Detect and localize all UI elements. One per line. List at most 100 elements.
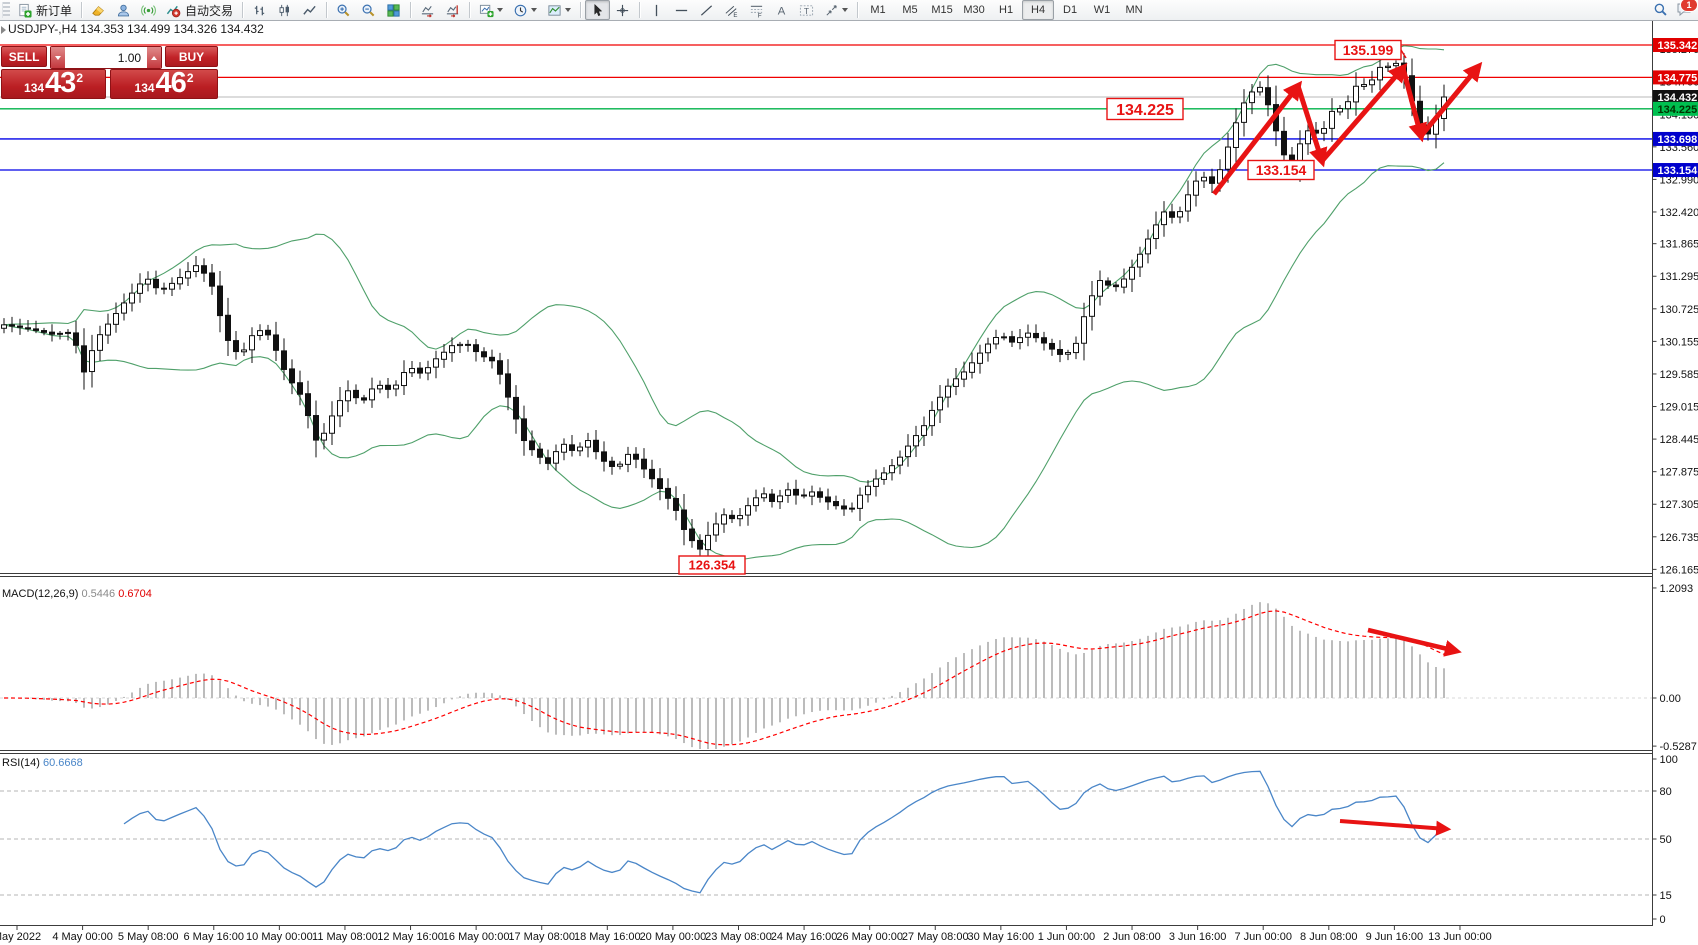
sell-button[interactable]: SELL	[1, 46, 48, 67]
autotrade-icon	[166, 3, 181, 18]
macd-label: MACD(12,26,9) 0.5446 0.6704	[2, 588, 152, 600]
svg-text:24 May 16:00: 24 May 16:00	[771, 931, 838, 943]
dropdown-caret-icon[interactable]	[565, 8, 572, 12]
svg-text:15: 15	[1660, 890, 1672, 902]
volume-input[interactable]	[65, 47, 148, 68]
zoom-in-icon	[336, 3, 351, 18]
svg-text:10 May 00:00: 10 May 00:00	[246, 931, 313, 943]
svg-text:5 May 08:00: 5 May 08:00	[118, 931, 179, 943]
buy-button[interactable]: BUY	[165, 46, 218, 67]
line-chart-button[interactable]	[297, 0, 322, 20]
svg-text:2 Jun 08:00: 2 Jun 08:00	[1103, 931, 1161, 943]
chat-icon[interactable]: 1	[1676, 0, 1698, 22]
svg-text:7 Jun 00:00: 7 Jun 00:00	[1234, 931, 1292, 943]
timeframe-m1-button[interactable]: M1	[870, 4, 886, 16]
svg-text:0: 0	[1660, 914, 1666, 926]
new-order-button-label: 新订单	[36, 3, 73, 18]
svg-text:12 May 16:00: 12 May 16:00	[377, 931, 444, 943]
indicators-button[interactable]	[474, 0, 508, 20]
cursor-button[interactable]	[585, 0, 611, 20]
auto-scroll-button[interactable]	[415, 0, 440, 20]
svg-text:26 May 00:00: 26 May 00:00	[836, 931, 903, 943]
sell-price-display[interactable]: 134 43 2	[1, 69, 107, 99]
price-axis[interactable]: 135.270134.700134.130133.560132.990132.4…	[1652, 38, 1698, 576]
svg-text:30 May 16:00: 30 May 16:00	[968, 931, 1035, 943]
expert-advisors-button[interactable]	[111, 0, 136, 20]
signal-icon	[141, 3, 156, 18]
vertical-line-button[interactable]	[644, 0, 669, 20]
trend-zigzag-arrow	[1295, 85, 1328, 168]
candle-chart-button[interactable]	[272, 0, 297, 20]
svg-text:E: E	[733, 12, 737, 18]
price-annotation-box	[1334, 39, 1402, 61]
toolbar-separator	[326, 2, 328, 18]
svg-text:16 May 00:00: 16 May 00:00	[443, 931, 510, 943]
svg-text:133.154: 133.154	[1256, 162, 1307, 178]
add-indicator-icon	[479, 3, 494, 18]
svg-text:126.165: 126.165	[1660, 564, 1698, 576]
timeframe-d1-button[interactable]: D1	[1063, 4, 1078, 16]
periods-button[interactable]	[508, 0, 542, 20]
text-button[interactable]: A	[769, 0, 794, 20]
price-annotation-box	[1106, 97, 1184, 121]
label-button[interactable]: T	[794, 0, 819, 20]
tile-windows-button[interactable]	[381, 0, 406, 20]
volume-decrease-button[interactable]	[51, 47, 66, 68]
timeframe-m5-button[interactable]: M5	[902, 4, 918, 16]
search-icon[interactable]	[1653, 2, 1668, 22]
time-axis[interactable]: May 2022 4 May 00:00 5 May 08:00 6 May 16:0…	[0, 926, 1492, 943]
svg-text:130.725: 130.725	[1660, 304, 1698, 316]
price-annotation-box	[678, 555, 746, 575]
volume-stepper	[50, 46, 162, 69]
signals-button[interactable]	[136, 0, 161, 20]
new-order-button[interactable]: 新订单	[12, 0, 77, 20]
svg-text:135.342: 135.342	[1658, 40, 1698, 52]
toolbar-separator	[639, 2, 641, 18]
shapes-button[interactable]	[819, 0, 853, 20]
timeframe-m30-button[interactable]: M30	[963, 4, 985, 16]
bar-chart-button[interactable]	[247, 0, 272, 20]
crosshair-button[interactable]	[610, 0, 635, 20]
timeframe-h1-button[interactable]: H1	[999, 4, 1014, 16]
svg-text:17 May 08:00: 17 May 08:00	[508, 931, 575, 943]
timeframe-w1-button[interactable]: W1	[1093, 4, 1111, 16]
chart-collapse-icon[interactable]	[1, 26, 6, 34]
svg-text:F: F	[758, 12, 762, 17]
dropdown-caret-icon[interactable]	[842, 8, 849, 12]
autotrading-button[interactable]: 自动交易	[161, 0, 238, 20]
dropdown-caret-icon[interactable]	[531, 8, 538, 12]
fibonacci-button[interactable]: F	[744, 0, 769, 20]
dropdown-caret-icon[interactable]	[497, 8, 504, 12]
eraser-icon	[91, 3, 106, 18]
horizontal-line-button[interactable]	[669, 0, 694, 20]
timeframe-m15-button[interactable]: M15	[931, 4, 953, 16]
svg-text:100: 100	[1660, 754, 1678, 766]
svg-text:4 May 00:00: 4 May 00:00	[52, 931, 113, 943]
price-pane	[0, 44, 1652, 561]
shapes-icon	[824, 3, 839, 18]
volume-increase-button[interactable]	[147, 47, 161, 68]
zoom-in-button[interactable]	[331, 0, 356, 20]
trendline-button[interactable]	[694, 0, 719, 20]
templates-button[interactable]	[542, 0, 576, 20]
text-label-icon: T	[799, 3, 814, 18]
svg-text:129.015: 129.015	[1660, 402, 1698, 414]
timeframe-h4-button[interactable]: H4	[1022, 0, 1055, 20]
vertical-line-icon	[649, 3, 664, 18]
crosshair-icon	[615, 3, 630, 18]
buy-price-display[interactable]: 134 46 2	[110, 69, 218, 99]
fibonacci-icon: F	[749, 3, 764, 18]
svg-text:13 Jun 00:00: 13 Jun 00:00	[1428, 931, 1492, 943]
channel-icon: E	[724, 3, 739, 18]
styler-button[interactable]	[86, 0, 111, 20]
channel-button[interactable]: E	[719, 0, 744, 20]
rsi-line	[123, 770, 1445, 894]
timeframe-mn-button[interactable]: MN	[1125, 4, 1143, 16]
line-chart-icon	[302, 3, 317, 18]
svg-text:27 May 08:00: 27 May 08:00	[902, 931, 969, 943]
zoom-out-button[interactable]	[356, 0, 381, 20]
template-icon	[547, 3, 562, 18]
chart-shift-button[interactable]	[440, 0, 465, 20]
macd-direction-arrow	[1367, 627, 1462, 657]
